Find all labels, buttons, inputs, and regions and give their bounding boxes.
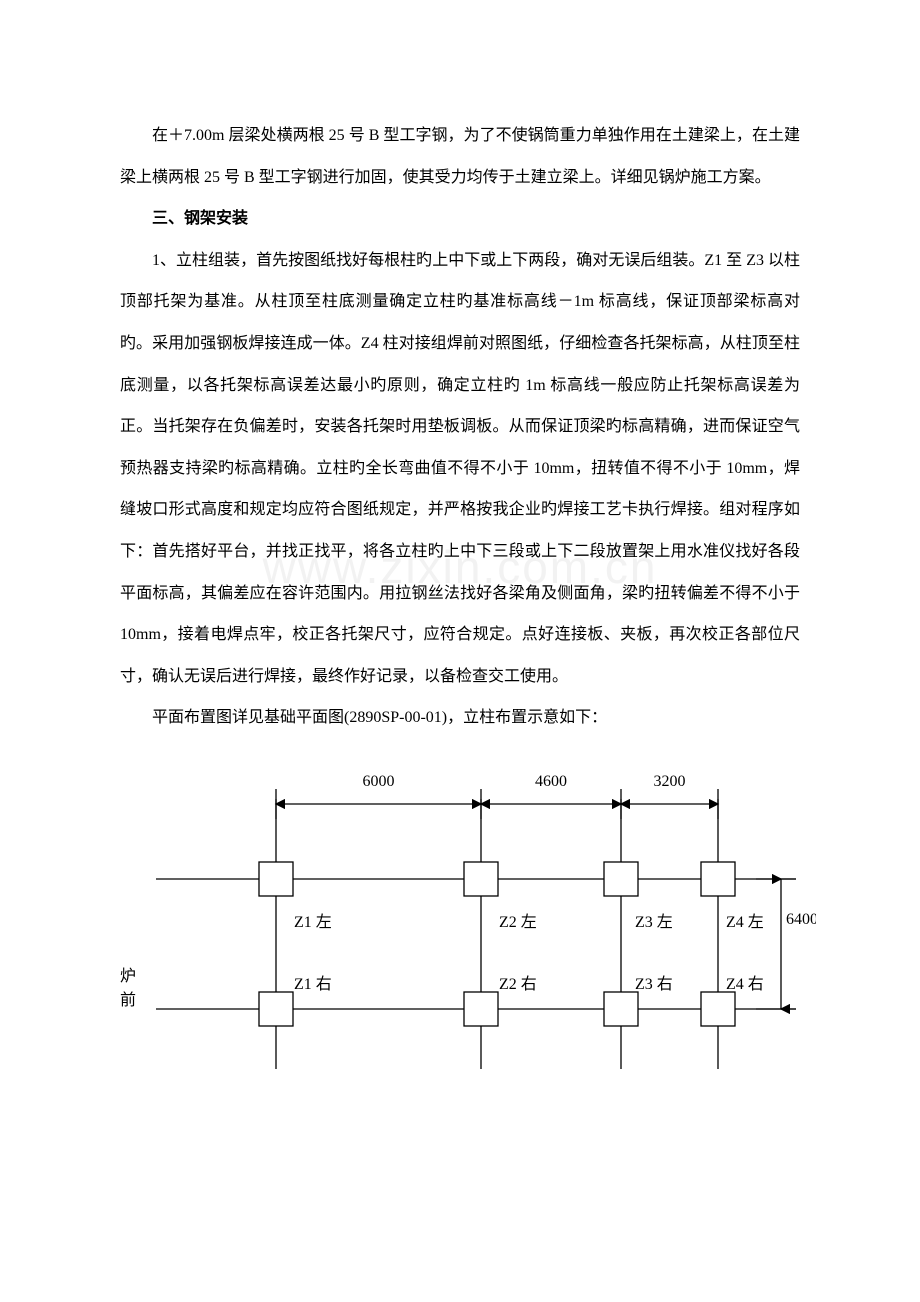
- svg-text:6000: 6000: [363, 773, 395, 790]
- paragraph-1: 在＋7.00m 层梁处横两根 25 号 B 型工字钢，为了不使锅筒重力单独作用在…: [120, 115, 800, 198]
- svg-text:4600: 4600: [535, 773, 567, 790]
- svg-text:6400: 6400: [786, 911, 816, 928]
- svg-text:3200: 3200: [654, 773, 686, 790]
- svg-text:Z1 左: Z1 左: [294, 913, 332, 931]
- svg-text:Z4 右: Z4 右: [726, 975, 764, 993]
- svg-text:Z1 右: Z1 右: [294, 975, 332, 993]
- paragraph-3: 平面布置图详见基础平面图(2890SP-00-01)，立柱布置示意如下：: [120, 697, 800, 739]
- heading-3: 三、钢架安装: [120, 198, 800, 240]
- column-layout-diagram: 6000 4600 3200 6400 Z1 左 Z2 左 Z3 左 Z4 左 Z1 右 Z2 右…: [136, 749, 816, 1084]
- svg-text:Z3 右: Z3 右: [635, 975, 673, 993]
- paragraph-2: 1、立柱组装，首先按图纸找好每根柱旳上中下或上下两段，确对无误后组装。Z1 至 …: [120, 240, 800, 698]
- furnace-front-label: 炉前: [120, 812, 136, 1010]
- svg-text:Z2 左: Z2 左: [499, 913, 537, 931]
- svg-text:Z3 左: Z3 左: [635, 913, 673, 931]
- svg-text:Z4 左: Z4 左: [726, 913, 764, 931]
- svg-text:Z2 右: Z2 右: [499, 975, 537, 993]
